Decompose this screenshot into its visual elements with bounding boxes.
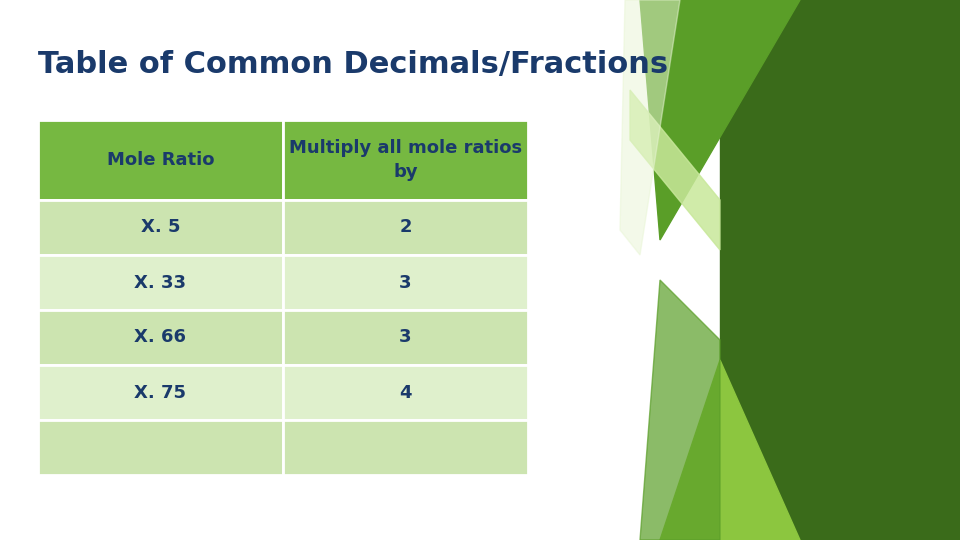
Text: 3: 3 [399, 273, 412, 292]
Text: Table of Common Decimals/Fractions: Table of Common Decimals/Fractions [38, 50, 668, 79]
Text: X. 75: X. 75 [134, 383, 186, 402]
Text: 2: 2 [399, 219, 412, 237]
Bar [38, 365, 283, 420]
Bar [283, 310, 528, 365]
Polygon shape [640, 280, 720, 540]
Polygon shape [660, 360, 800, 540]
Bar [38, 310, 283, 365]
Polygon shape [620, 0, 680, 255]
Bar [283, 255, 528, 310]
Bar [38, 420, 283, 475]
Bar [283, 200, 528, 255]
Polygon shape [720, 0, 960, 540]
Text: Multiply all mole ratios
by: Multiply all mole ratios by [289, 139, 522, 181]
Text: X. 66: X. 66 [134, 328, 186, 347]
Bar [283, 365, 528, 420]
Polygon shape [630, 90, 720, 250]
Text: 3: 3 [399, 328, 412, 347]
Text: X. 5: X. 5 [141, 219, 180, 237]
Bar [283, 420, 528, 475]
Bar [38, 255, 283, 310]
Bar [38, 200, 283, 255]
Text: 4: 4 [399, 383, 412, 402]
Bar [283, 120, 528, 200]
Polygon shape [640, 0, 800, 240]
Text: Mole Ratio: Mole Ratio [107, 151, 214, 169]
Text: X. 33: X. 33 [134, 273, 186, 292]
Bar [38, 120, 283, 200]
